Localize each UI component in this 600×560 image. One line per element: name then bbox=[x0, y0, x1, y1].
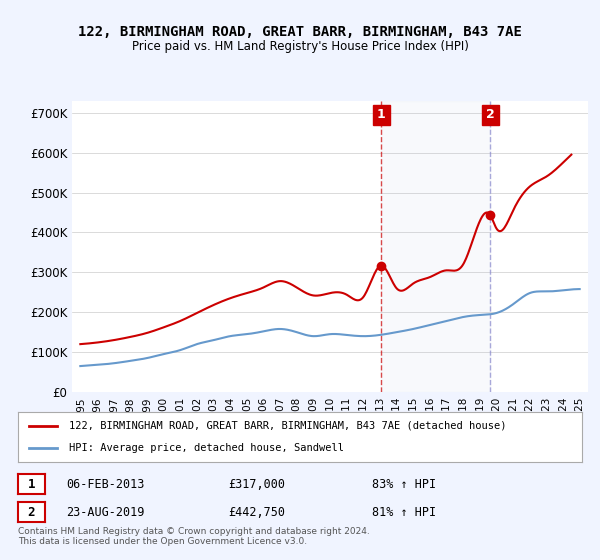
Text: 06-FEB-2013: 06-FEB-2013 bbox=[66, 478, 145, 491]
Text: HPI: Average price, detached house, Sandwell: HPI: Average price, detached house, Sand… bbox=[69, 443, 344, 453]
Text: 2: 2 bbox=[486, 108, 495, 122]
Bar bbox=[382, 101, 490, 392]
Text: £317,000: £317,000 bbox=[228, 478, 285, 491]
Text: Price paid vs. HM Land Registry's House Price Index (HPI): Price paid vs. HM Land Registry's House … bbox=[131, 40, 469, 53]
Text: Contains HM Land Registry data © Crown copyright and database right 2024.
This d: Contains HM Land Registry data © Crown c… bbox=[18, 526, 370, 546]
Text: 23-AUG-2019: 23-AUG-2019 bbox=[66, 506, 145, 519]
Text: 1: 1 bbox=[28, 478, 35, 491]
Text: 81% ↑ HPI: 81% ↑ HPI bbox=[372, 506, 436, 519]
Text: £442,750: £442,750 bbox=[228, 506, 285, 519]
Text: 83% ↑ HPI: 83% ↑ HPI bbox=[372, 478, 436, 491]
Text: 1: 1 bbox=[377, 108, 386, 122]
Text: 2: 2 bbox=[28, 506, 35, 519]
Text: 122, BIRMINGHAM ROAD, GREAT BARR, BIRMINGHAM, B43 7AE: 122, BIRMINGHAM ROAD, GREAT BARR, BIRMIN… bbox=[78, 25, 522, 39]
Text: 122, BIRMINGHAM ROAD, GREAT BARR, BIRMINGHAM, B43 7AE (detached house): 122, BIRMINGHAM ROAD, GREAT BARR, BIRMIN… bbox=[69, 421, 506, 431]
